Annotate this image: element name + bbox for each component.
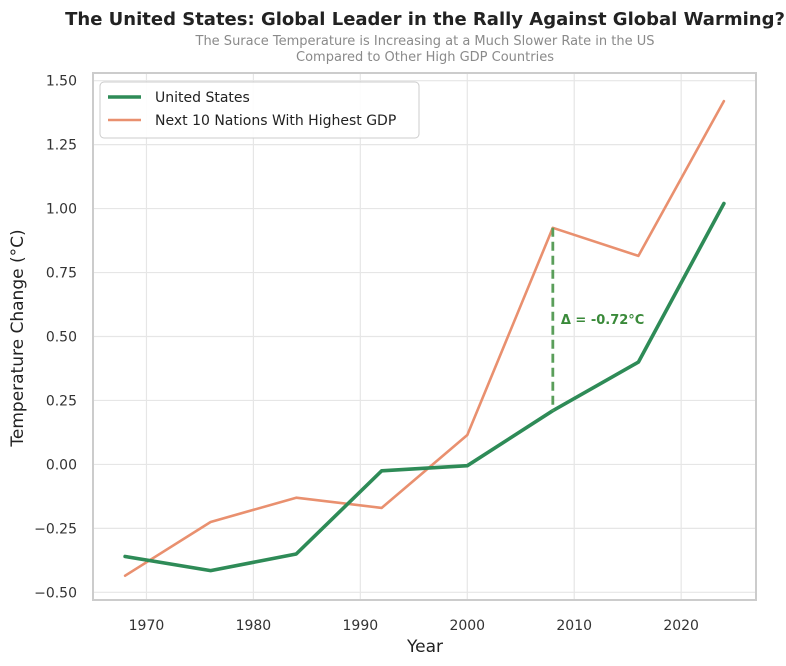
x-tick-label: 2010 <box>556 618 592 634</box>
x-tick-label: 1990 <box>343 618 379 634</box>
chart-subtitle-line-1: The Surace Temperature is Increasing at … <box>195 34 655 49</box>
legend-label-0: United States <box>155 90 250 106</box>
y-tick-label: 0.00 <box>46 457 77 473</box>
chart-title: The United States: Global Leader in the … <box>65 9 785 30</box>
delta-label: Δ = -0.72°C <box>561 313 645 328</box>
grid <box>93 73 756 600</box>
y-tick-label: 0.50 <box>46 330 77 346</box>
y-tick-label: 1.00 <box>46 202 77 218</box>
y-tick-label: 1.50 <box>46 74 77 90</box>
y-axis-ticks: −0.50 −0.25 0.00 0.25 0.50 0.75 1.00 1.25 1.50 <box>34 74 77 602</box>
delta-annotation: Δ = -0.72°C <box>551 227 645 411</box>
x-tick-label: 2020 <box>663 618 699 634</box>
y-tick-label: −0.25 <box>34 521 77 537</box>
legend: United States Next 10 Nations With Highes… <box>99 81 420 139</box>
y-tick-label: 0.25 <box>46 393 77 409</box>
y-tick-label: 1.25 <box>46 138 77 154</box>
series-line-0 <box>123 201 726 573</box>
legend-box <box>99 81 420 139</box>
x-tick-label: 2000 <box>449 618 485 634</box>
x-tick-label: 1980 <box>236 618 272 634</box>
y-axis-label: Temperature Change (°C) <box>8 229 28 447</box>
legend-label-1: Next 10 Nations With Highest GDP <box>155 113 396 129</box>
y-tick-label: 0.75 <box>46 266 77 282</box>
series-line-1 <box>123 99 726 578</box>
y-tick-label: −0.50 <box>34 585 77 601</box>
x-axis-ticks: 1970 1980 1990 2000 2010 2020 <box>129 618 699 634</box>
series-lines <box>123 99 726 578</box>
x-tick-label: 1970 <box>129 618 165 634</box>
plot-frame <box>92 72 757 601</box>
x-axis-label: Year <box>406 637 443 657</box>
chart-subtitle-line-2: Compared to Other High GDP Countries <box>296 50 554 65</box>
